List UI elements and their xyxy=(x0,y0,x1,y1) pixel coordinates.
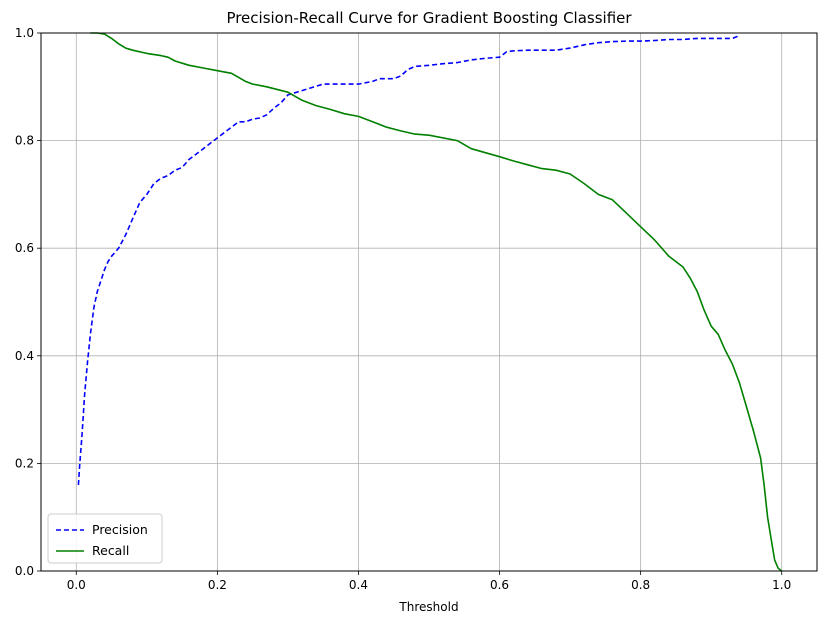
legend-label-precision: Precision xyxy=(92,522,148,537)
y-tick-label-1: 0.2 xyxy=(15,456,34,470)
series-line-recall xyxy=(90,32,783,572)
x-tick-label-5: 1.0 xyxy=(772,578,791,592)
series-lines xyxy=(77,32,783,572)
y-tick-label-3: 0.6 xyxy=(15,241,34,255)
legend: Precision Recall xyxy=(47,513,163,564)
series-line-precision xyxy=(77,34,740,485)
chart-title: Precision-Recall Curve for Gradient Boos… xyxy=(226,9,632,27)
x-tick-label-0: 0.0 xyxy=(67,578,86,592)
axis-ticks: 0.0 0.2 0.4 0.6 0.8 1.0 0.0 0.2 0.4 0.6 0.8 1.0 xyxy=(15,26,791,592)
y-tick-label-4: 0.8 xyxy=(15,134,34,148)
plot-frame xyxy=(40,32,818,572)
y-tick-label-2: 0.4 xyxy=(15,349,34,363)
x-tick-label-1: 0.2 xyxy=(208,578,227,592)
y-tick-label-5: 1.0 xyxy=(15,26,34,40)
x-tick-label-3: 0.6 xyxy=(490,578,509,592)
legend-label-recall: Recall xyxy=(92,543,129,558)
y-tick-label-0: 0.0 xyxy=(15,564,34,578)
x-tick-label-2: 0.4 xyxy=(349,578,368,592)
x-axis-label: Threshold xyxy=(398,600,458,614)
x-tick-label-4: 0.8 xyxy=(631,578,650,592)
